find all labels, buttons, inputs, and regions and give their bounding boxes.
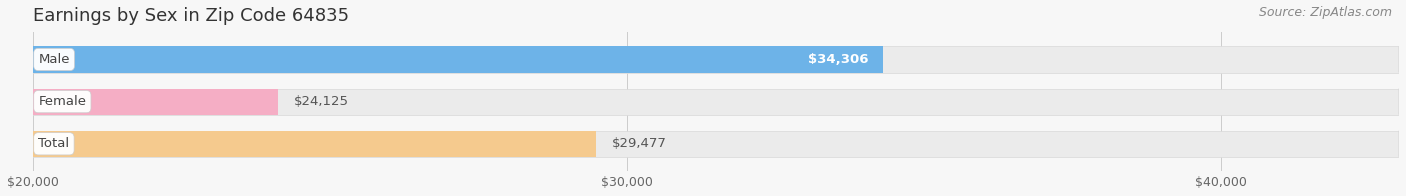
Bar: [32, 89, 278, 115]
Bar: [32, 89, 1399, 115]
Text: Female: Female: [38, 95, 86, 108]
Bar: [32, 46, 1399, 73]
Text: Male: Male: [38, 53, 70, 66]
Bar: [32, 46, 883, 73]
Text: Earnings by Sex in Zip Code 64835: Earnings by Sex in Zip Code 64835: [32, 7, 349, 25]
Bar: [32, 131, 596, 157]
Bar: [32, 131, 1399, 157]
Text: $29,477: $29,477: [612, 137, 666, 150]
Text: $34,306: $34,306: [808, 53, 869, 66]
Text: $24,125: $24,125: [294, 95, 349, 108]
Text: Total: Total: [38, 137, 69, 150]
Text: Source: ZipAtlas.com: Source: ZipAtlas.com: [1258, 6, 1392, 19]
